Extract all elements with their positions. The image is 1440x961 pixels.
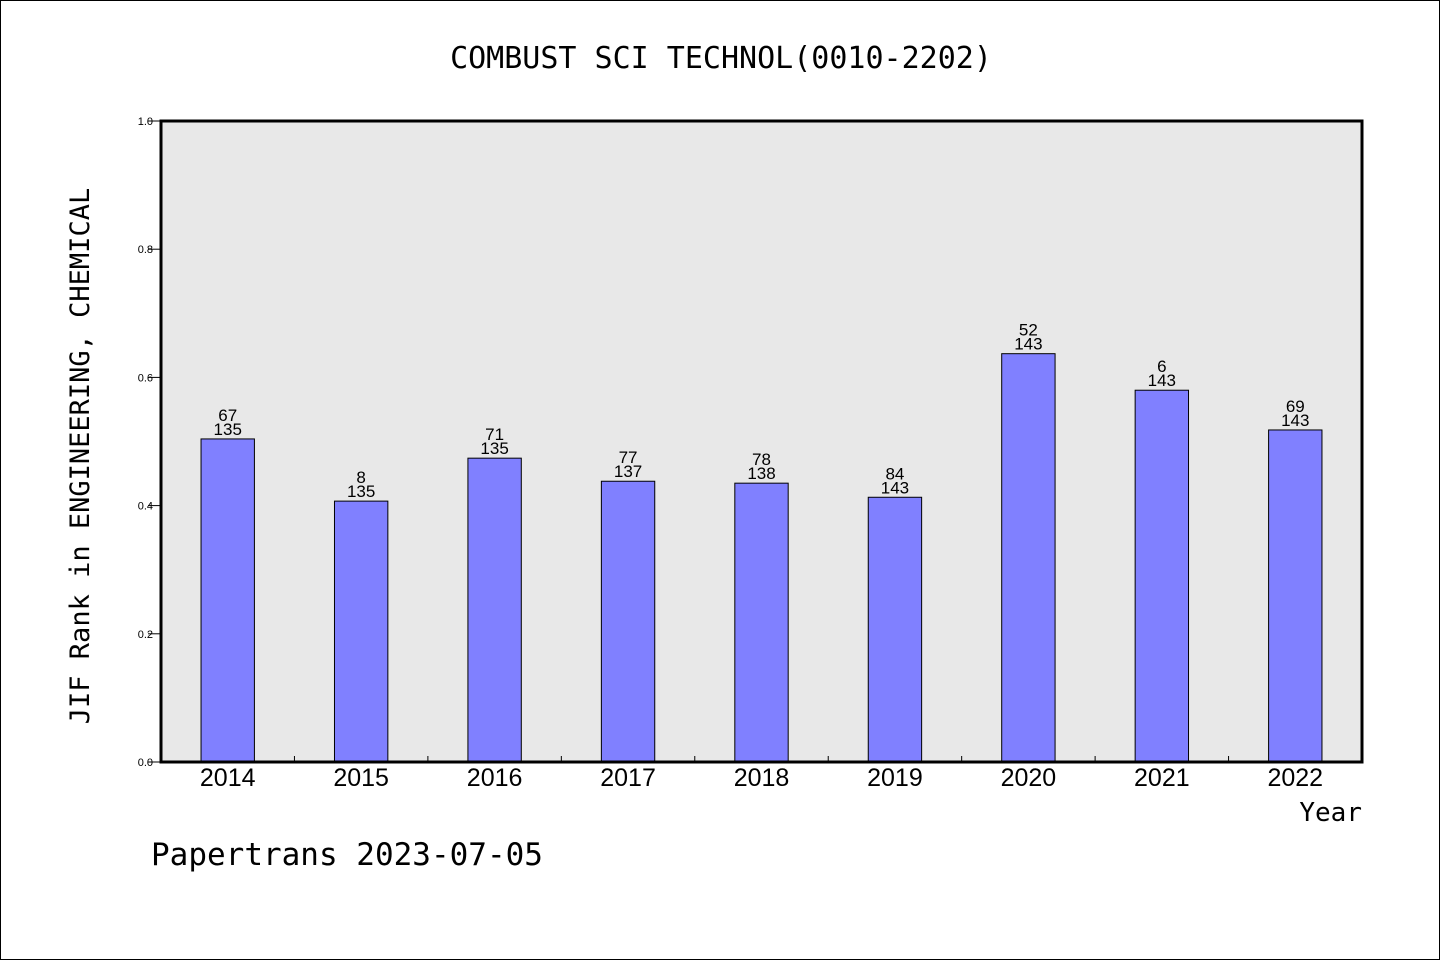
y-axis-label: JIF Rank in ENGINEERING, CHEMICAL [65, 188, 96, 724]
x-tick-label: 2014 [200, 764, 256, 792]
data-label-rank: 71 [485, 425, 504, 444]
y-tick-label: 0.6 [138, 372, 153, 384]
data-label-rank: 77 [619, 448, 638, 467]
y-tick-label: 0.2 [138, 629, 153, 641]
footer-text: Papertrans 2023-07-05 [151, 837, 543, 873]
data-label-total: 143 [1148, 371, 1176, 390]
x-tick-label: 2022 [1267, 764, 1323, 792]
x-tick-label: 2018 [734, 764, 790, 792]
x-tick-label: 2016 [467, 764, 523, 792]
data-label-rank: 67 [218, 406, 237, 425]
plot-frame [159, 119, 1364, 764]
bar-2018 [734, 482, 789, 763]
bar-2022 [1268, 429, 1323, 763]
x-tick-label: 2021 [1134, 764, 1190, 792]
y-tick-label: 0.0 [138, 757, 153, 769]
data-label-total: 143 [881, 478, 909, 497]
data-label-rank: 84 [885, 464, 904, 483]
data-label-rank: 8 [356, 468, 365, 487]
x-axis-label: Year [1299, 798, 1362, 828]
data-label-total: 135 [480, 439, 508, 458]
bar-2021 [1134, 389, 1190, 763]
data-label-total: 138 [747, 464, 775, 483]
x-tick-label: 2020 [1001, 764, 1057, 792]
bar-2017 [600, 480, 656, 763]
ticks-layer: 0.0 0.2 0.4 0.6 0.8 1.0 2014 2015 2016 2017 2018 20… [138, 116, 1323, 792]
bar-2019 [867, 496, 923, 763]
x-tick-label: 2019 [867, 764, 923, 792]
y-tick-label: 0.4 [138, 501, 153, 513]
data-label-total: 137 [614, 462, 642, 481]
x-tick-label: 2017 [600, 764, 656, 792]
y-tick-label: 1.0 [138, 116, 153, 128]
data-label-total: 143 [1014, 335, 1042, 354]
bar-2020 [1001, 353, 1056, 763]
y-tick-label: 0.8 [138, 244, 153, 256]
data-label-rank: 52 [1019, 321, 1038, 340]
data-label-rank: 78 [752, 450, 771, 469]
data-label-rank: 6 [1157, 357, 1166, 376]
data-label-total: 143 [1281, 411, 1309, 430]
bar-2015 [333, 500, 389, 763]
data-label-total: 135 [347, 482, 375, 501]
bar-2016 [467, 457, 522, 763]
chart-title: COMBUST SCI TECHNOL(0010-2202) [450, 41, 992, 76]
data-label-total: 135 [214, 420, 242, 439]
data-label-rank: 69 [1286, 397, 1305, 416]
bar-2014 [200, 438, 255, 763]
x-tick-label: 2015 [333, 764, 389, 792]
